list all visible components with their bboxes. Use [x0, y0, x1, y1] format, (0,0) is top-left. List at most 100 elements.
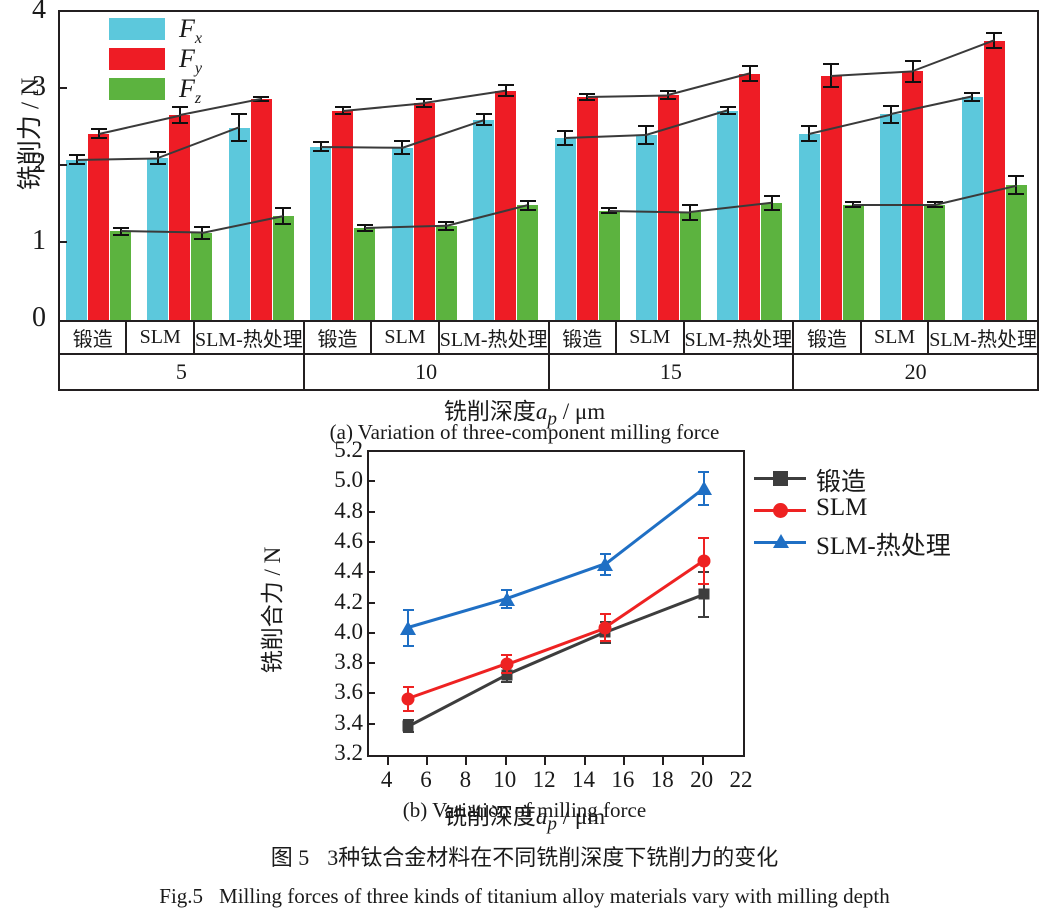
panel-b-ytick-mark [367, 722, 375, 725]
panel-a-xaxis-title-sub: p [547, 408, 557, 430]
panel-a-legend-swatch-Fy [109, 48, 165, 70]
panel-b-ytick-label: 4.8 [334, 497, 363, 523]
panel-b-line-segment-triangle [604, 487, 705, 566]
panel-a-errorbar-cap [926, 201, 943, 204]
panel-b-xtick-label: 18 [650, 767, 674, 792]
panel-b-marker-triangle [695, 481, 712, 496]
panel-a-errorbar-cap [1008, 193, 1025, 196]
panel-a-errorbar-cap [579, 98, 595, 101]
panel-b-marker-circle [401, 692, 415, 706]
panel-a-errorbar-cap [356, 224, 373, 227]
panel-b-legend-marker-circle [773, 503, 788, 518]
panel-a-errorbar-cap [312, 141, 329, 144]
panel-a-errorbar-cap [682, 218, 699, 221]
panel-b-xaxis-title-symbol: a [535, 804, 548, 829]
panel-b-legend-item: SLM [754, 494, 1004, 526]
panel-a-ytick-label: 1 [32, 225, 46, 256]
panel-a-errorbar-cap [823, 86, 840, 89]
panel-a-errorbar-cap [90, 137, 107, 140]
panel-b-xtick-label: 6 [420, 767, 432, 792]
panel-b-legend-label: 锻造 [816, 469, 867, 496]
panel-a-material-cell: SLM-热处理 [195, 322, 305, 353]
panel-a-bar-fz [517, 205, 539, 320]
panel-b-ytick-mark [367, 540, 375, 543]
panel-a-errorbar-cap [882, 104, 899, 107]
panel-a-bar-fx [717, 110, 739, 320]
panel-a-errorbar [770, 196, 773, 210]
figure-caption-cn-text: 3种钛合金材料在不同铣削深度下铣削力的变化 [327, 845, 779, 870]
panel-b-ytick-label: 4.2 [334, 588, 363, 614]
panel-b-legend-item: SLM-热处理 [754, 526, 1004, 560]
panel-a-errorbar-cap [823, 63, 840, 66]
panel-a-connector-segment [98, 114, 181, 135]
figure-caption-en-text: Milling forces of three kinds of titaniu… [219, 884, 890, 908]
panel-b-errorbar-cap [402, 731, 414, 734]
panel-b-legend: 锻造 SLM SLM-热处理 [754, 462, 1004, 560]
panel-a-xaxis-title: 铣削深度ap / μm [0, 392, 1049, 431]
panel-a-bar-fz [191, 233, 213, 320]
panel-a-depth-cell: 15 [550, 355, 795, 389]
panel-b-ytick-label: 3.2 [334, 740, 363, 765]
panel-a-errorbar-cap [682, 203, 699, 206]
panel-b-errorbar-cap [698, 582, 710, 585]
panel-b-ytick-label: 4.0 [334, 618, 363, 644]
panel-b-errorbar-cap [698, 504, 710, 507]
panel-a-errorbar-cap [579, 92, 595, 95]
panel-a-errorbar-cap [231, 112, 248, 115]
panel-b-xaxis-title-sub: p [547, 813, 557, 835]
panel-b-ytick-mark [367, 571, 375, 574]
panel-b-xtick-label: 4 [380, 767, 393, 792]
panel-a-legend: Fx Fy Fz [109, 14, 229, 107]
panel-a-bar-fz [1005, 185, 1027, 320]
panel-a-errorbar-cap [660, 98, 677, 100]
panel-a-errorbar-cap [253, 96, 270, 99]
panel-a-errorbar-cap [193, 238, 210, 241]
figure-caption-en-label: Fig.5 [159, 884, 204, 908]
panel-b-ytick-label: 4.4 [334, 558, 363, 584]
panel-a-legend-label-Fx: Fx [179, 14, 203, 48]
panel-a-material-cell: SLM [127, 322, 195, 353]
panel-a-bar-fz [761, 202, 783, 320]
panel-a-ytick-label: 0 [32, 302, 46, 333]
panel-a-legend-swatch-Fz [109, 78, 165, 100]
panel-b-xtick-label: 20 [690, 767, 714, 792]
panel-b-ytick-label: 3.4 [334, 709, 363, 735]
panel-b-errorbar-cap [698, 616, 710, 619]
panel-a-material-cell: SLM [862, 322, 930, 353]
panel-b-line-segment-square [604, 593, 705, 634]
panel-a-errorbar-cap [986, 31, 1003, 34]
panel-a-bar-fy [576, 96, 598, 320]
panel-a-errorbar-cap [904, 59, 921, 62]
panel-a-errorbar-cap [964, 91, 981, 94]
panel-a-errorbar-cap [394, 139, 411, 142]
panel-a-bar-fy [332, 110, 354, 320]
panel-b-marker-square [402, 720, 414, 732]
panel-a-bar-fy [88, 133, 109, 320]
panel-a-xaxis-title-prefix: 铣削深度 [443, 399, 536, 424]
panel-a-errorbar-cap [275, 222, 292, 225]
panel-a-errorbar-cap [519, 208, 536, 211]
panel-b-marker-triangle [597, 557, 614, 572]
panel-b-errorbar-cap [599, 552, 611, 555]
panel-b-ytick-label: 3.8 [334, 649, 363, 675]
panel-b-xtick-mark [622, 757, 625, 765]
panel-b-marker-circle [598, 621, 612, 635]
panel-b-legend-item: 锻造 [754, 462, 1004, 496]
panel-a-errorbar-cap [171, 106, 188, 109]
panel-a-errorbar-cap [964, 99, 981, 102]
panel-a-yaxis-labels: 0 1 2 3 4 [0, 0, 58, 333]
panel-a-errorbar-cap [497, 94, 514, 97]
panel-b-ytick-label: 3.6 [334, 679, 363, 705]
panel-a-errorbar-cap [438, 228, 455, 231]
panel-a-connector-segment [424, 89, 506, 104]
panel-a-connector-segment [912, 39, 995, 73]
panel-a-bar-fx [635, 135, 657, 320]
panel-a-bar-fz [842, 204, 864, 320]
panel-b-ytick-mark [367, 601, 375, 604]
panel-a-xaxis-title-suffix: / μm [556, 399, 606, 424]
panel-a-depth-row: 5 10 15 20 [60, 355, 1037, 389]
panel-a-errorbar-cap [356, 230, 373, 233]
panel-a-connector-segment [342, 101, 425, 112]
panel-b-xtick-mark [465, 757, 468, 765]
